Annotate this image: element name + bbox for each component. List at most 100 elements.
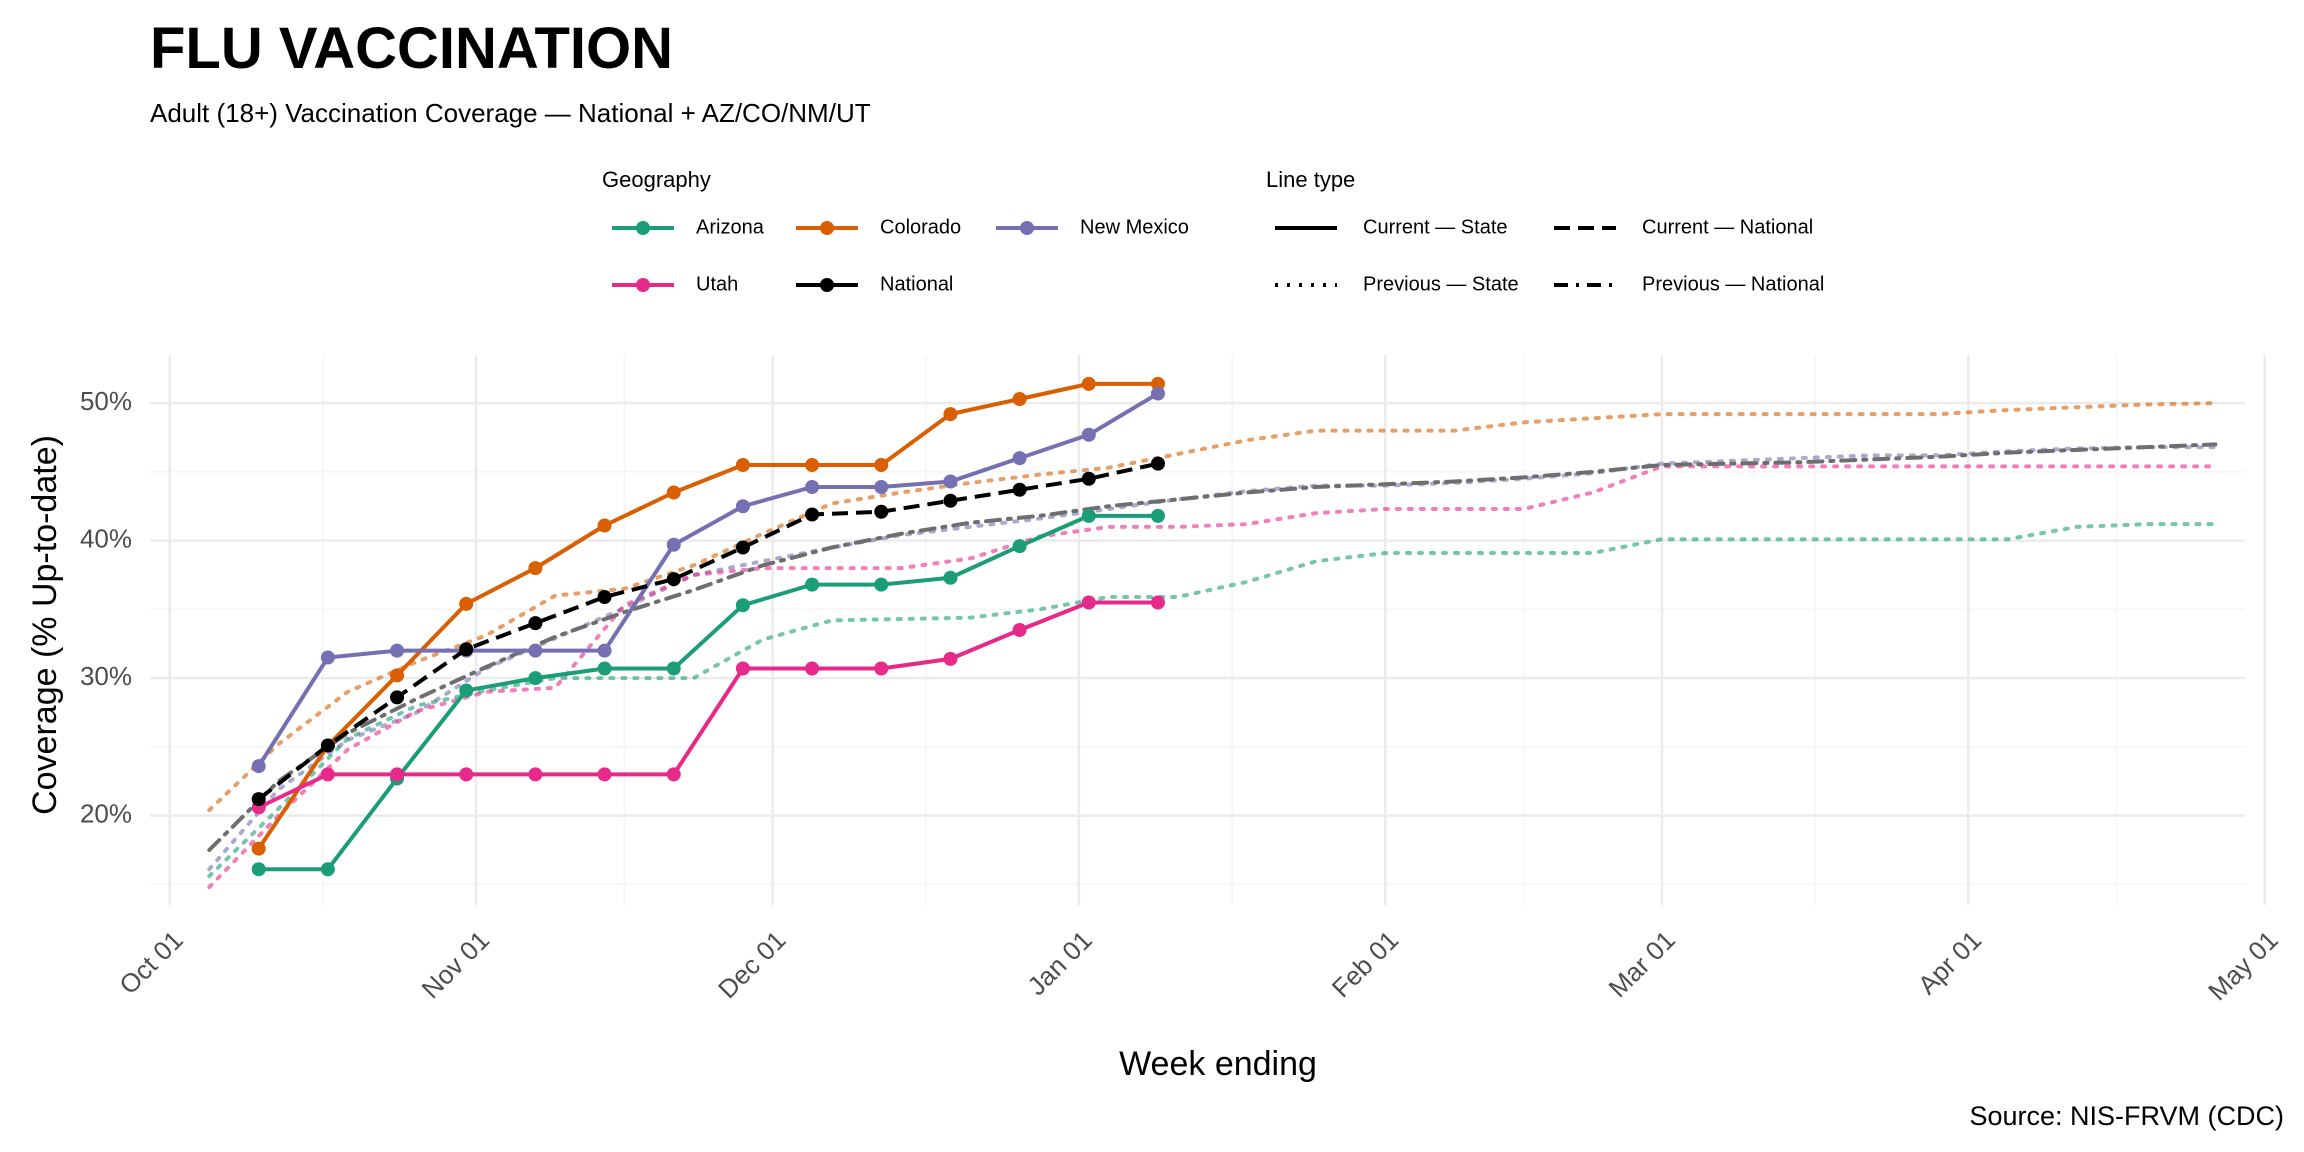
point-new-mexico	[528, 643, 543, 658]
legend-geography: Geography Arizona Colorado New Mexico Utah N…	[602, 167, 1189, 295]
point-utah	[459, 767, 474, 782]
point-utah	[805, 661, 820, 676]
point-new-mexico	[320, 650, 335, 665]
legend-label-colorado: Colorado	[880, 216, 961, 238]
point-national	[528, 616, 543, 631]
point-new-mexico	[1012, 451, 1027, 466]
point-national	[1081, 471, 1096, 486]
y-axis-title: Coverage (% Up-to-date)	[26, 435, 64, 815]
point-utah	[1012, 623, 1027, 637]
chart-subtitle: Adult (18+) Vaccination Coverage — Natio…	[150, 98, 871, 128]
series-previous-colorado	[207, 401, 2218, 813]
point-new-mexico	[666, 537, 681, 552]
point-utah	[1150, 595, 1165, 610]
point-colorado	[1150, 376, 1165, 391]
legend-label-new-mexico: New Mexico	[1080, 216, 1189, 238]
series-current-arizona	[258, 513, 1158, 872]
point-new-mexico	[805, 480, 820, 494]
point-arizona	[943, 570, 958, 585]
y-tick-label: 20%	[80, 799, 132, 829]
point-new-mexico	[597, 643, 612, 658]
point-utah	[528, 767, 543, 782]
x-tick-label: Feb 01	[1326, 925, 1404, 1003]
point-arizona	[666, 661, 681, 676]
x-tick-label: Oct 01	[113, 925, 188, 1000]
point-arizona	[251, 862, 266, 877]
point-arizona	[1012, 539, 1027, 554]
point-arizona	[1081, 508, 1096, 523]
point-utah	[1081, 595, 1096, 610]
point-utah	[320, 767, 335, 782]
point-national	[459, 642, 474, 657]
point-arizona	[597, 661, 612, 676]
point-utah	[874, 661, 889, 676]
point-arizona	[320, 862, 335, 877]
point-national	[1012, 482, 1027, 497]
point-new-mexico	[390, 643, 405, 658]
legend-linetype-title: Line type	[1266, 167, 1355, 192]
legend-label-previous-national: Previous — National	[1642, 273, 1824, 295]
series-current-utah	[257, 600, 1158, 810]
point-utah	[735, 661, 750, 676]
point-colorado	[251, 841, 266, 856]
point-utah	[666, 767, 681, 782]
point-colorado	[735, 458, 750, 472]
point-national	[390, 690, 405, 705]
series-previous-utah	[207, 464, 2218, 890]
legend-label-current-state: Current — State	[1363, 216, 1508, 238]
point-national	[874, 504, 889, 519]
series-current-group	[251, 376, 1165, 877]
x-tick-label: Mar 01	[1602, 925, 1680, 1003]
point-arizona	[1150, 508, 1165, 523]
x-axis-title: Week ending	[1119, 1045, 1317, 1083]
y-tick-label: 40%	[80, 524, 132, 554]
point-colorado	[1012, 392, 1027, 406]
point-new-mexico	[735, 499, 750, 514]
chart-caption: Source: NIS-FRVM (CDC)	[1969, 1101, 2284, 1131]
point-colorado	[390, 668, 405, 683]
legend-label-arizona: Arizona	[696, 216, 765, 238]
point-colorado	[1081, 376, 1096, 391]
legend-marker-new-mexico	[1020, 221, 1034, 235]
point-national	[805, 507, 820, 522]
legend-label-current-national: Current — National	[1642, 216, 1813, 238]
chart-title: FLU VACCINATION	[150, 16, 673, 81]
y-tick-label: 30%	[80, 661, 132, 691]
x-tick-label: Apr 01	[1912, 925, 1987, 1000]
series-previous-national	[207, 442, 2218, 852]
legend-label-utah: Utah	[696, 273, 738, 295]
y-tick-label: 50%	[80, 386, 132, 416]
x-tick-label: May 01	[2202, 925, 2284, 1007]
series-current-national	[257, 461, 1159, 801]
legend-linetype: Line type Current — State Current — Natio…	[1266, 167, 1824, 295]
point-new-mexico	[1081, 427, 1096, 442]
point-colorado	[459, 596, 474, 611]
point-new-mexico	[1150, 386, 1165, 401]
point-national	[666, 572, 681, 587]
point-national	[251, 792, 266, 807]
point-new-mexico	[874, 480, 889, 494]
legend-label-previous-state: Previous — State	[1363, 273, 1519, 295]
point-arizona	[528, 671, 543, 686]
point-utah	[597, 767, 612, 782]
series-current-colorado	[257, 381, 1158, 850]
point-colorado	[943, 407, 958, 422]
x-tick-label: Nov 01	[416, 925, 495, 1004]
point-national	[735, 540, 750, 555]
legend-marker-national	[820, 278, 834, 292]
point-arizona	[805, 577, 820, 592]
point-national	[1150, 456, 1165, 471]
point-utah	[390, 767, 405, 782]
legend-marker-arizona	[636, 221, 650, 235]
legend-marker-colorado	[820, 221, 834, 235]
point-national	[943, 493, 958, 508]
plot-axes: Oct 01 Nov 01 Dec 01 Jan 01 Feb 01 Mar 01 Apr …	[80, 386, 2284, 1006]
point-national	[320, 738, 335, 753]
point-arizona	[459, 683, 474, 698]
plot-grid	[150, 355, 2267, 905]
point-colorado	[666, 485, 681, 500]
legend-geography-title: Geography	[602, 167, 711, 192]
series-previous-new-mexico	[207, 445, 2218, 872]
point-arizona	[874, 577, 889, 592]
